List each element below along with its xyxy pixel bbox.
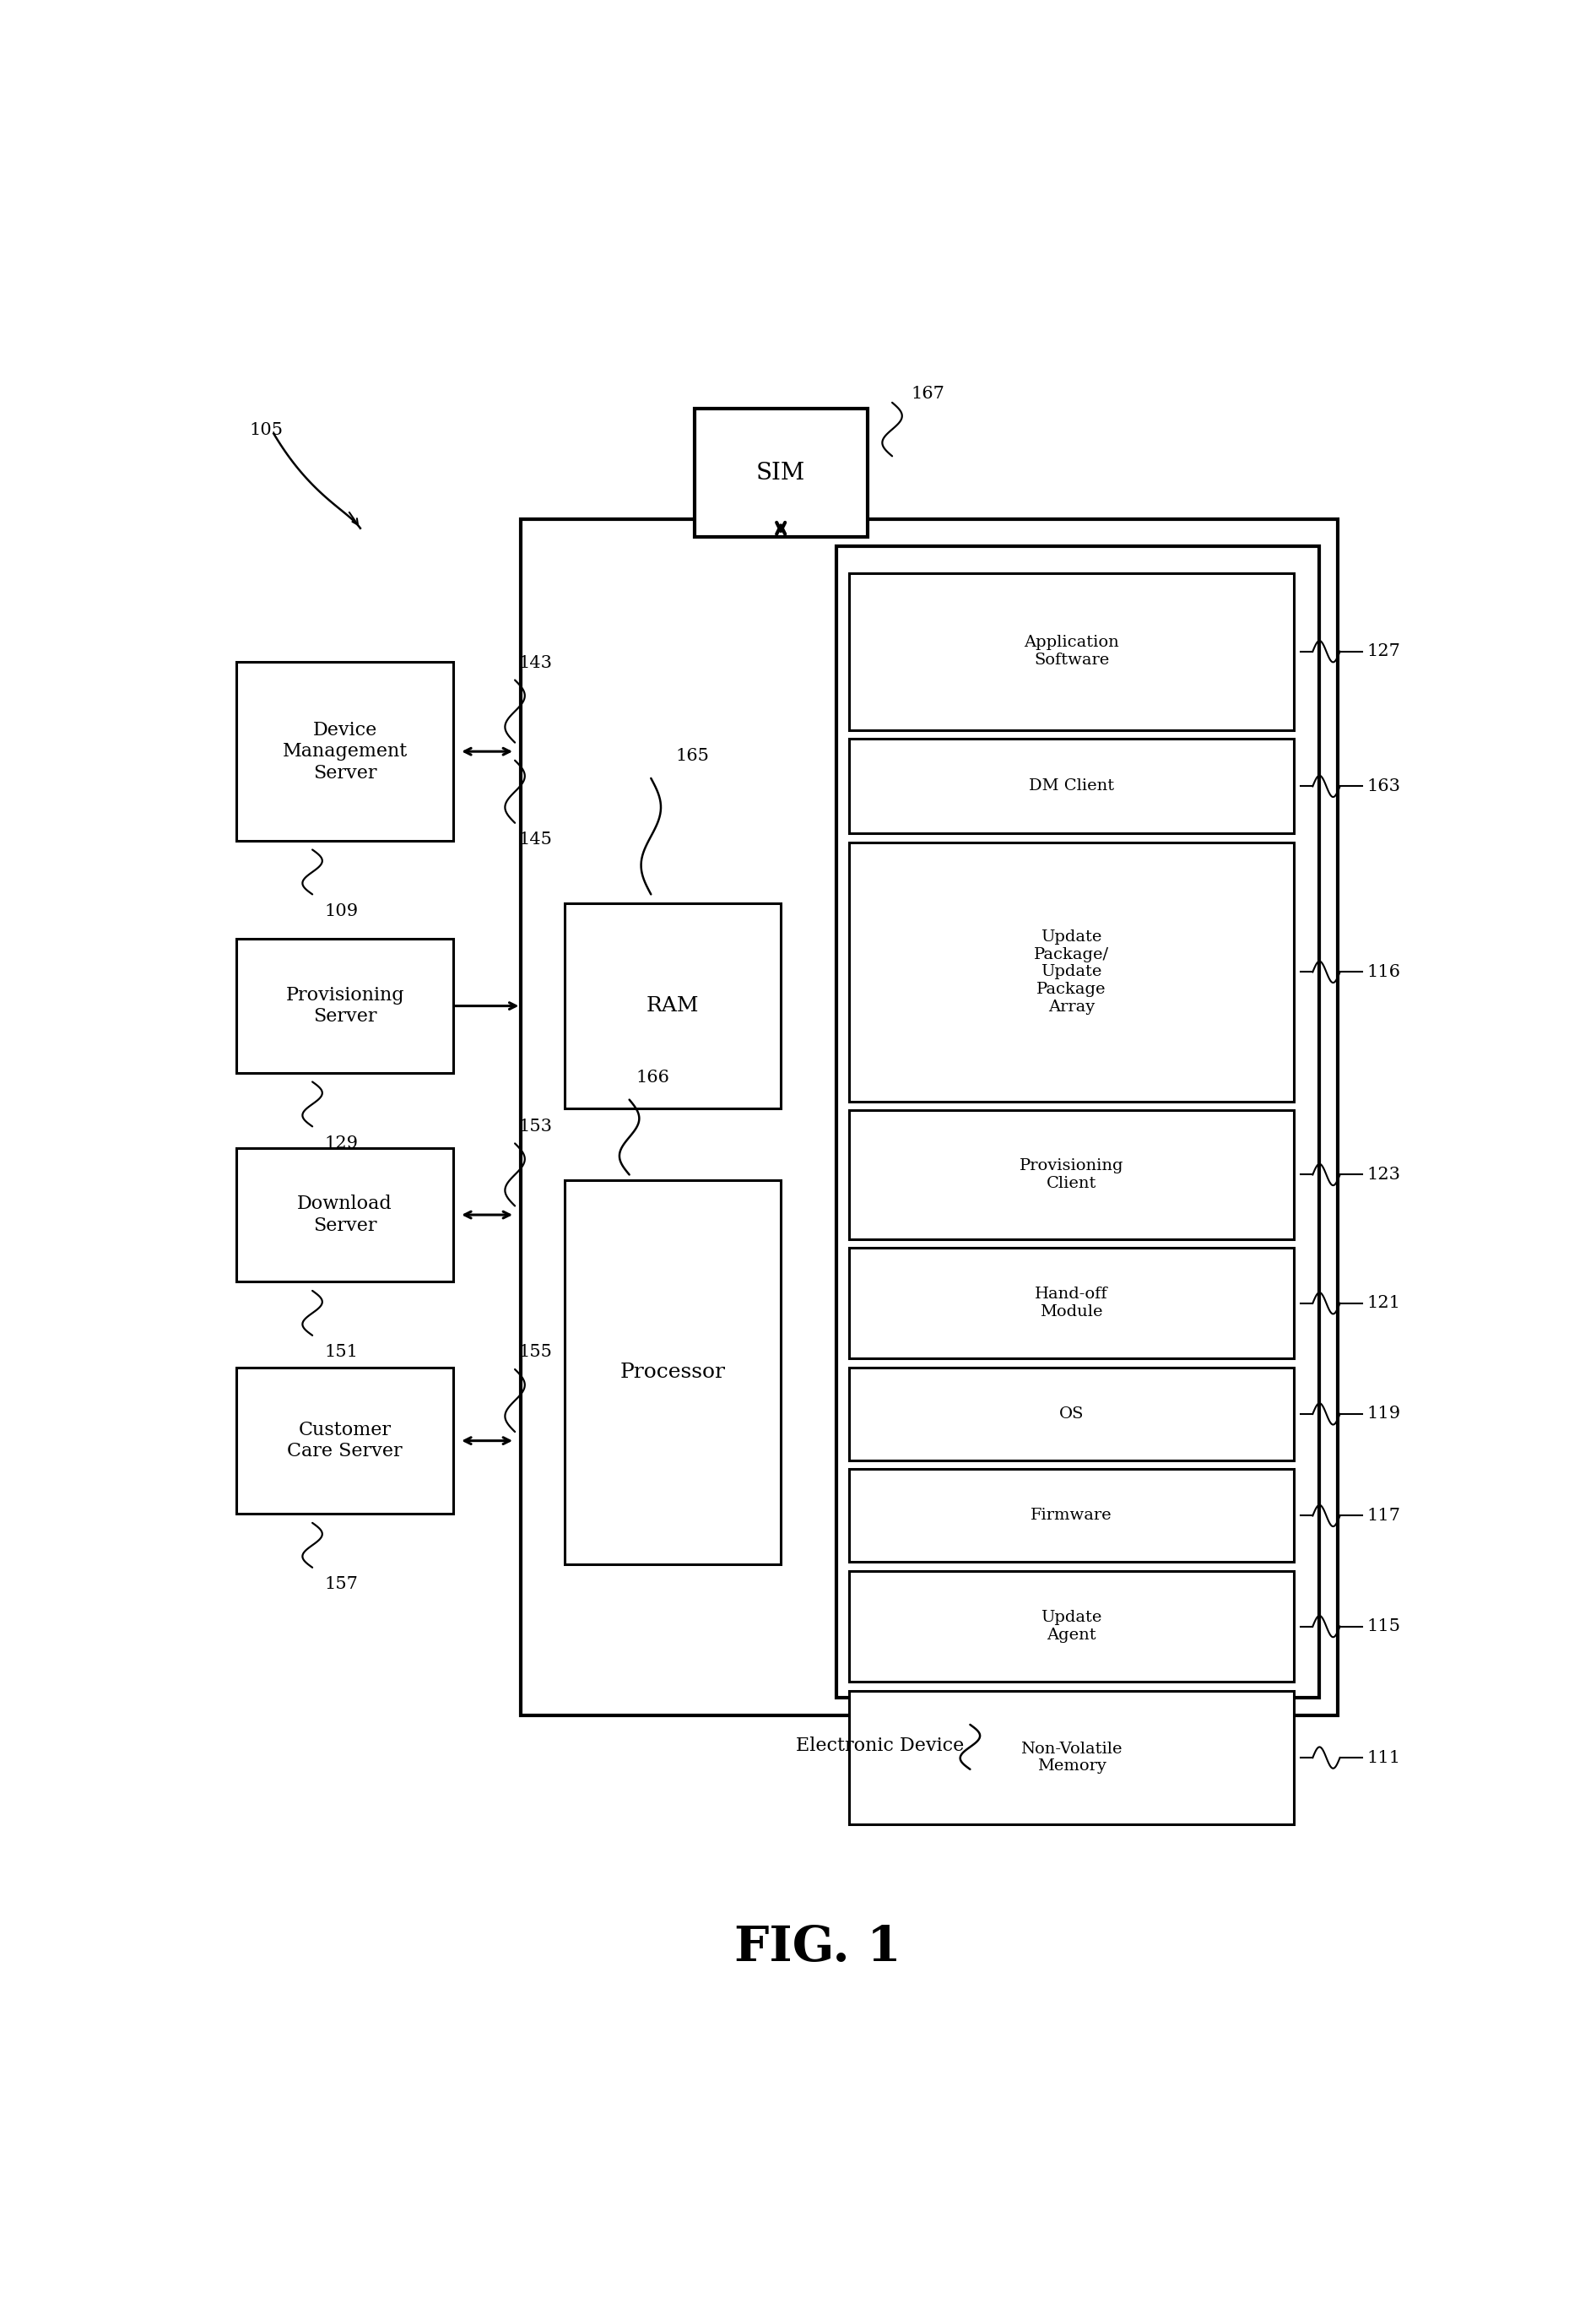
Bar [565,1180,780,1563]
Bar [849,1691,1294,1825]
Bar [236,939,453,1074]
Text: Device
Management
Server: Device Management Server [282,721,407,782]
Text: FIG. 1: FIG. 1 [734,1925,902,1971]
Text: Update
Agent: Update Agent [1041,1609,1103,1642]
Text: 123: 123 [1368,1166,1401,1183]
Bar [849,1248,1294,1359]
Bar [849,1111,1294,1238]
Text: 143: 143 [519,654,552,670]
Text: Firmware: Firmware [1031,1507,1112,1524]
Text: RAM: RAM [646,997,699,1016]
Text: 167: 167 [911,385,945,401]
Bar [236,1368,453,1514]
Text: Download
Server: Download Server [297,1194,393,1234]
Bar [849,1570,1294,1681]
Bar [236,663,453,842]
Text: Update
Package/
Update
Package
Array: Update Package/ Update Package Array [1034,930,1109,1016]
Text: 163: 163 [1368,779,1401,795]
Text: 117: 117 [1368,1507,1401,1524]
Text: DM Client: DM Client [1029,779,1114,793]
Text: Provisioning
Client: Provisioning Client [1020,1157,1124,1192]
Text: 151: 151 [324,1345,359,1361]
Text: Customer
Care Server: Customer Care Server [287,1422,402,1461]
Text: 157: 157 [324,1577,359,1593]
Text: 121: 121 [1368,1296,1401,1310]
Text: 111: 111 [1368,1749,1401,1765]
Text: 116: 116 [1368,965,1401,981]
Text: 115: 115 [1368,1619,1401,1635]
Text: 105: 105 [249,422,282,438]
Bar [849,1470,1294,1563]
Text: Application
Software: Application Software [1025,635,1119,668]
Text: 107: 107 [994,1786,1028,1800]
Bar [565,902,780,1108]
Text: 119: 119 [1368,1405,1401,1422]
Bar [694,408,868,538]
Text: 155: 155 [519,1345,552,1361]
Text: 127: 127 [1368,642,1401,659]
Bar [849,573,1294,730]
Text: 166: 166 [635,1069,669,1085]
Text: Provisioning
Server: Provisioning Server [286,986,404,1025]
Bar [520,519,1337,1716]
Text: SIM: SIM [757,461,806,485]
Text: 153: 153 [519,1118,552,1134]
Text: OS: OS [1060,1405,1084,1422]
Text: 129: 129 [324,1136,359,1153]
Text: 145: 145 [519,833,552,849]
Bar [849,1368,1294,1461]
Text: Hand-off
Module: Hand-off Module [1034,1287,1108,1320]
Text: Non-Volatile
Memory: Non-Volatile Memory [1021,1742,1122,1774]
Bar [849,740,1294,833]
Bar [836,545,1318,1698]
Bar [236,1148,453,1282]
Text: 109: 109 [324,902,359,918]
Text: Electronic Device: Electronic Device [796,1737,964,1755]
Bar [849,842,1294,1102]
Text: 165: 165 [675,749,709,763]
Text: Processor: Processor [619,1361,725,1382]
